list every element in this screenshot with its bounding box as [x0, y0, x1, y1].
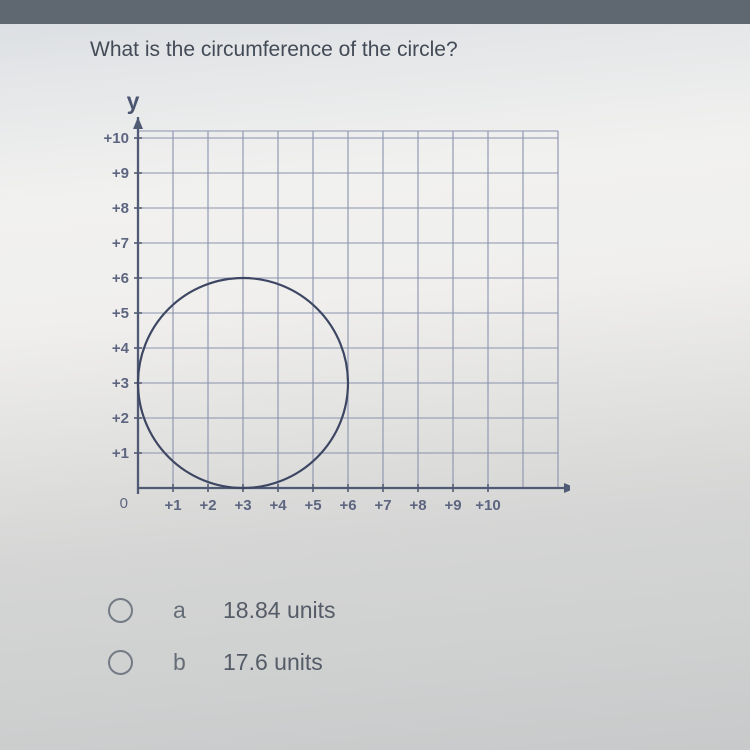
svg-text:+10: +10	[475, 497, 500, 514]
answer-list: a 18.84 units b 17.6 units	[108, 584, 750, 688]
question-text: What is the circumference of the circle?	[90, 38, 750, 62]
top-strip	[0, 0, 750, 24]
svg-text:+9: +9	[112, 165, 129, 182]
chart-svg: +1 +2 +3 +4 +5 +6 +7 +8 +9 +10 +1 +2 +3 +4 +5 +6 +7 +8 +9 +…	[90, 90, 570, 530]
svg-text:+3: +3	[112, 375, 129, 392]
svg-text:+8: +8	[409, 497, 426, 514]
svg-text:+6: +6	[339, 497, 356, 514]
answer-value: 18.84 units	[223, 597, 336, 624]
svg-text:+7: +7	[112, 235, 129, 252]
answer-key: b	[173, 649, 223, 676]
answer-key: a	[173, 597, 223, 624]
svg-text:+3: +3	[234, 497, 251, 514]
svg-text:+10: +10	[104, 130, 129, 147]
radio-icon[interactable]	[108, 650, 133, 675]
svg-text:+7: +7	[374, 497, 391, 514]
svg-text:+5: +5	[112, 305, 129, 322]
svg-text:+2: +2	[112, 410, 129, 427]
svg-text:+9: +9	[444, 497, 461, 514]
coordinate-chart: +1 +2 +3 +4 +5 +6 +7 +8 +9 +10 +1 +2 +3 +4 +5 +6 +7 +8 +9 +…	[90, 90, 570, 550]
svg-text:+6: +6	[112, 270, 129, 287]
svg-text:+2: +2	[199, 497, 216, 514]
svg-text:+4: +4	[269, 497, 287, 514]
svg-text:+5: +5	[304, 497, 321, 514]
svg-text:+1: +1	[164, 497, 181, 514]
answer-row[interactable]: a 18.84 units	[108, 584, 750, 636]
radio-icon[interactable]	[108, 598, 133, 623]
svg-text:+1: +1	[112, 445, 129, 462]
svg-text:0: 0	[120, 495, 128, 512]
svg-text:+4: +4	[112, 340, 130, 357]
svg-text:+8: +8	[112, 200, 129, 217]
answer-row[interactable]: b 17.6 units	[108, 636, 750, 688]
svg-text:y: y	[127, 90, 140, 114]
answer-value: 17.6 units	[223, 649, 323, 676]
